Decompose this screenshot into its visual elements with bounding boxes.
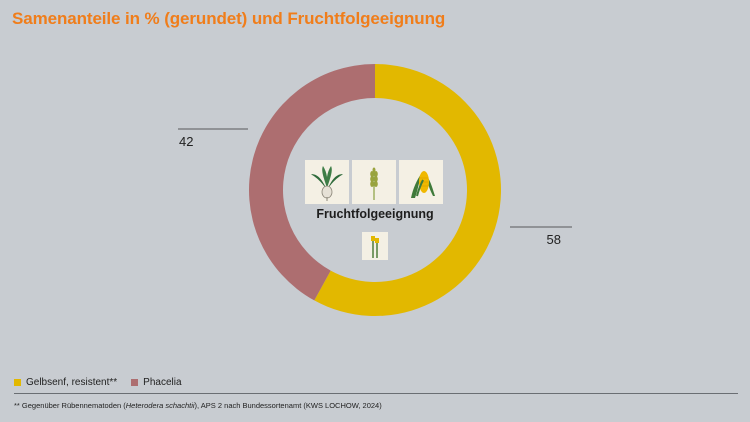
center-label: Fruchtfolgeeignung bbox=[316, 207, 434, 221]
legend: Gelbsenf, resistent** Phacelia bbox=[14, 377, 196, 388]
legend-label-phacelia: Phacelia bbox=[143, 377, 182, 388]
footnote-prefix: ** Gegenüber Rübennematoden ( bbox=[14, 401, 126, 410]
legend-swatch-gelbsenf bbox=[14, 379, 21, 386]
donut-slice-0 bbox=[314, 64, 502, 317]
legend-label-gelbsenf: Gelbsenf, resistent** bbox=[26, 377, 118, 388]
footnote-divider bbox=[14, 393, 738, 394]
footnote-suffix: ), APS 2 nach Bundessortenamt (KWS LOCHO… bbox=[194, 401, 382, 410]
corn-icon bbox=[399, 160, 443, 204]
legend-item-phacelia: Phacelia bbox=[131, 377, 182, 388]
chart-title: Samenanteile in % (gerundet) und Fruchtf… bbox=[12, 9, 446, 28]
sugar-beet-icon bbox=[305, 160, 349, 204]
value-label-1: 42 bbox=[179, 134, 193, 149]
rapeseed-icon bbox=[362, 232, 388, 260]
legend-swatch-phacelia bbox=[131, 379, 139, 386]
donut-slice-1 bbox=[249, 64, 375, 301]
wheat-icon bbox=[352, 160, 396, 204]
legend-item-gelbsenf: Gelbsenf, resistent** bbox=[14, 377, 117, 388]
value-label-0: 58 bbox=[547, 232, 561, 247]
footnote-italic: Heterodera schachtii bbox=[125, 401, 195, 410]
footnote: ** Gegenüber Rübennematoden (Heterodera … bbox=[14, 401, 382, 410]
